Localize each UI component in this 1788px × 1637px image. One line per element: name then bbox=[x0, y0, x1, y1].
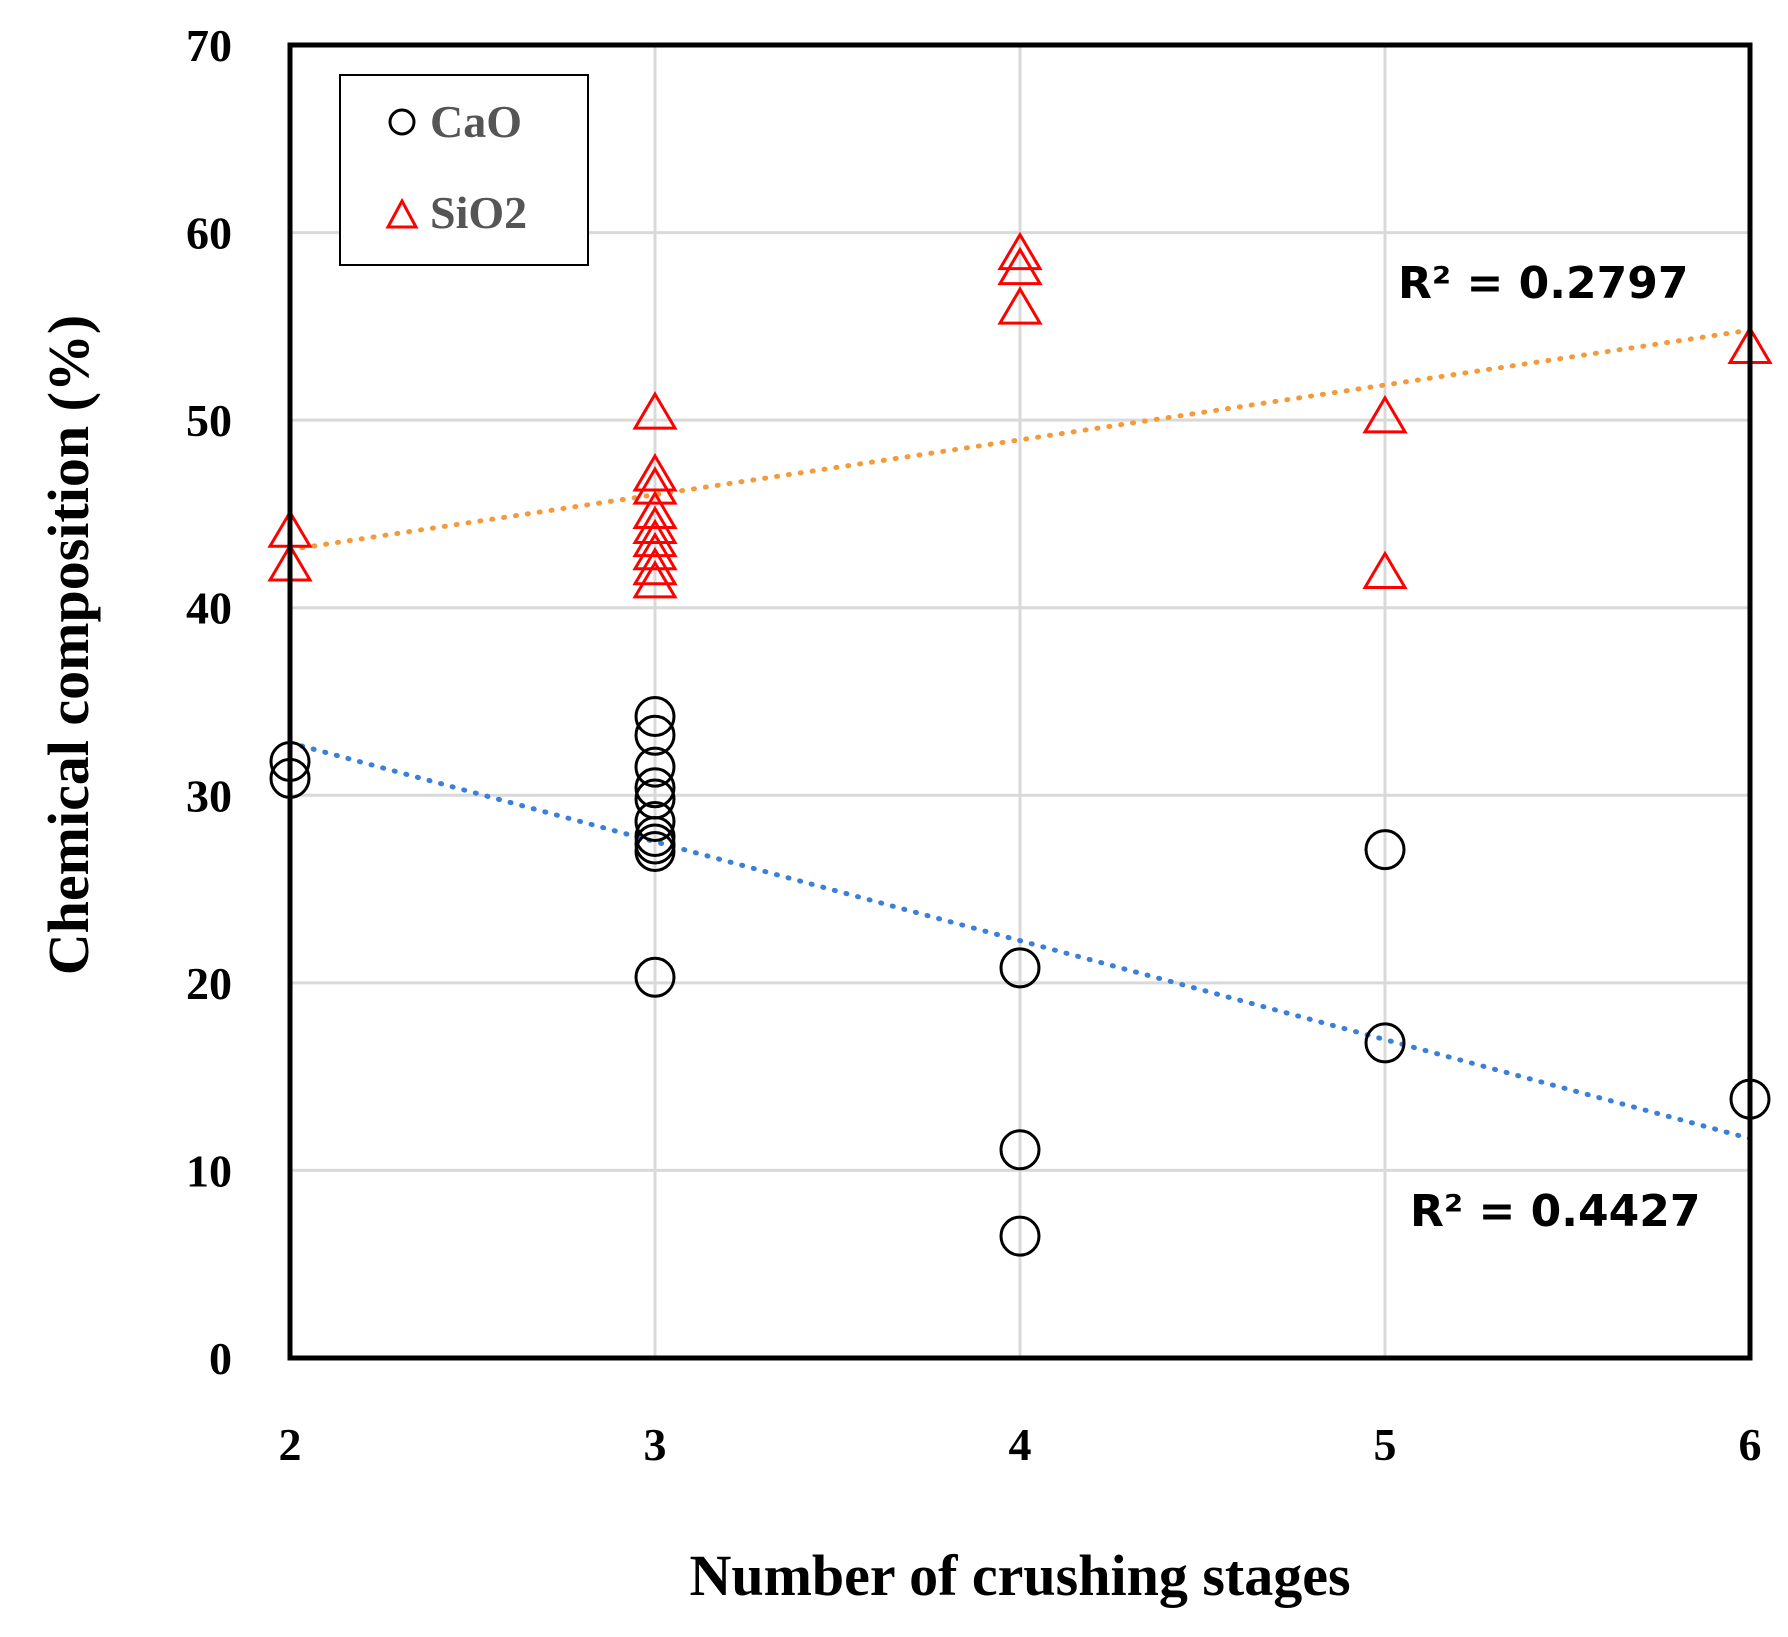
cao-point bbox=[634, 714, 676, 756]
y-tick-label: 10 bbox=[186, 1145, 232, 1196]
legend-sio2-marker bbox=[385, 197, 419, 229]
legend: CaO SiO2 bbox=[339, 74, 589, 266]
y-axis-title: Chemical composition (%) bbox=[36, 315, 101, 976]
legend-sio2-label: SiO2 bbox=[430, 187, 527, 238]
x-tick-label: 4 bbox=[1009, 1419, 1032, 1470]
r2-label-sio2: R² = 0.2797 bbox=[1398, 258, 1688, 309]
y-tick-label: 40 bbox=[186, 583, 232, 634]
cao-point bbox=[634, 956, 676, 998]
y-tick-label: 70 bbox=[186, 20, 232, 71]
cao-point bbox=[999, 947, 1041, 989]
sio2-point bbox=[632, 559, 678, 599]
legend-cao-marker bbox=[388, 108, 416, 136]
sio2-point bbox=[632, 490, 678, 530]
x-tick-label: 6 bbox=[1739, 1419, 1762, 1470]
sio2-point bbox=[997, 246, 1043, 286]
x-tick-label: 2 bbox=[279, 1419, 302, 1470]
cao-point bbox=[634, 696, 676, 738]
sio2-point bbox=[632, 518, 678, 558]
cao-point bbox=[1364, 829, 1406, 871]
legend-box bbox=[339, 74, 589, 266]
y-tick-label: 60 bbox=[186, 208, 232, 259]
cao-point bbox=[634, 767, 676, 809]
cao-point bbox=[999, 1129, 1041, 1171]
sio2-point bbox=[1362, 550, 1408, 590]
plot-frame bbox=[287, 42, 1753, 1361]
x-axis-title: Number of crushing stages bbox=[689, 1543, 1350, 1608]
y-tick-label: 20 bbox=[186, 958, 232, 1009]
cao-point bbox=[1364, 1022, 1406, 1064]
x-tick-label: 5 bbox=[1374, 1419, 1397, 1470]
cao-point bbox=[999, 1215, 1041, 1257]
sio2-point bbox=[632, 466, 678, 505]
x-tick-labels: 2 3 4 5 6 bbox=[279, 1419, 1762, 1470]
cao-trendline bbox=[287, 740, 1753, 1142]
x-tick-label: 3 bbox=[644, 1419, 667, 1470]
y-tick-label: 30 bbox=[186, 770, 232, 821]
trendlines bbox=[287, 327, 1753, 1142]
y-tick-labels: 0 10 20 30 40 50 60 70 bbox=[186, 20, 232, 1384]
cao-point bbox=[634, 746, 676, 788]
sio2-point bbox=[632, 546, 678, 586]
sio2-point bbox=[1362, 394, 1408, 434]
cao-point bbox=[634, 831, 676, 873]
legend-cao-label: CaO bbox=[430, 96, 522, 147]
r2-label-cao: R² = 0.4427 bbox=[1410, 1186, 1700, 1237]
sio2-point bbox=[632, 391, 678, 430]
sio2-point bbox=[632, 531, 678, 571]
sio2-point bbox=[997, 286, 1043, 325]
sio2-point bbox=[632, 505, 678, 545]
cao-point bbox=[634, 801, 676, 843]
y-tick-label: 50 bbox=[186, 395, 232, 446]
y-tick-label: 0 bbox=[209, 1333, 232, 1384]
sio2-point bbox=[997, 231, 1043, 271]
sio2-point bbox=[632, 453, 678, 492]
